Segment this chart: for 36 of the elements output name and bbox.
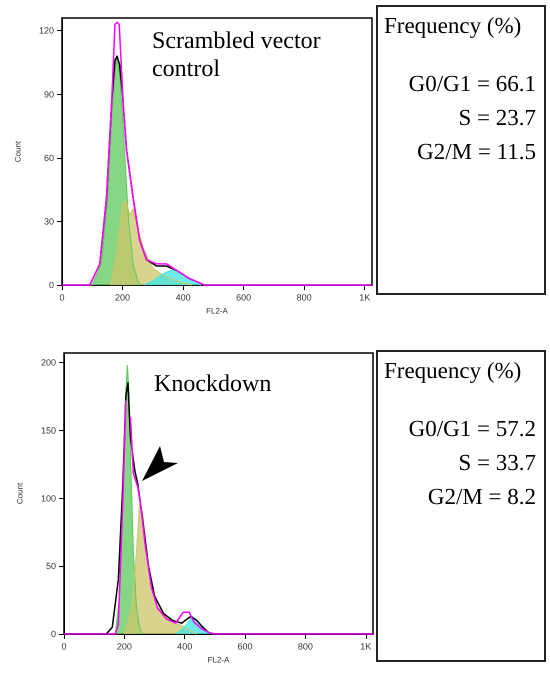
text: Knockdown bbox=[154, 371, 272, 397]
y-tick-label: 0 bbox=[48, 280, 54, 290]
x-tick-label: 600 bbox=[236, 292, 252, 303]
x-tick-label: 400 bbox=[176, 292, 191, 303]
x-tick-label: 600 bbox=[238, 642, 253, 652]
x-tick-label: 200 bbox=[116, 642, 132, 652]
y-tick-label: 30 bbox=[44, 216, 54, 227]
x-axis-title: FL2-A bbox=[208, 655, 230, 664]
text: Frequency (%) bbox=[383, 357, 522, 384]
x-tick-label: 1K bbox=[359, 292, 370, 303]
y-tick-label: 50 bbox=[46, 561, 56, 572]
y-tick-label: 60 bbox=[44, 152, 54, 163]
text: S = 23.7 bbox=[457, 104, 536, 132]
y-axis-title: Count bbox=[16, 482, 24, 504]
text: Frequency (%) bbox=[383, 12, 522, 39]
text: G0/G1 = 57.2 bbox=[408, 415, 536, 443]
x-tick-label: 0 bbox=[61, 642, 67, 652]
x-tick-label: 0 bbox=[59, 292, 65, 303]
y-tick-label: 120 bbox=[38, 26, 54, 36]
x-tick-label: 800 bbox=[298, 642, 313, 652]
y-tick-label: 0 bbox=[50, 629, 56, 639]
x-axis-title: FL2-A bbox=[206, 306, 229, 316]
y-tick-label: 150 bbox=[40, 425, 56, 436]
x-tick-label: 400 bbox=[177, 642, 192, 652]
text: G2/M = 8.2 bbox=[426, 483, 536, 511]
text: S = 33.7 bbox=[457, 449, 536, 477]
text: Scrambled vector control bbox=[152, 28, 327, 82]
y-tick-label: 200 bbox=[40, 358, 56, 368]
x-tick-label: 200 bbox=[115, 292, 130, 303]
text: G0/G1 = 66.1 bbox=[408, 70, 536, 98]
x-tick-label: 800 bbox=[296, 292, 312, 303]
y-tick-label: 90 bbox=[44, 89, 54, 100]
y-tick-label: 100 bbox=[40, 493, 56, 504]
y-axis-title: Count bbox=[14, 140, 22, 162]
text: G2/M = 11.5 bbox=[416, 138, 536, 166]
x-tick-label: 1K bbox=[360, 642, 372, 652]
